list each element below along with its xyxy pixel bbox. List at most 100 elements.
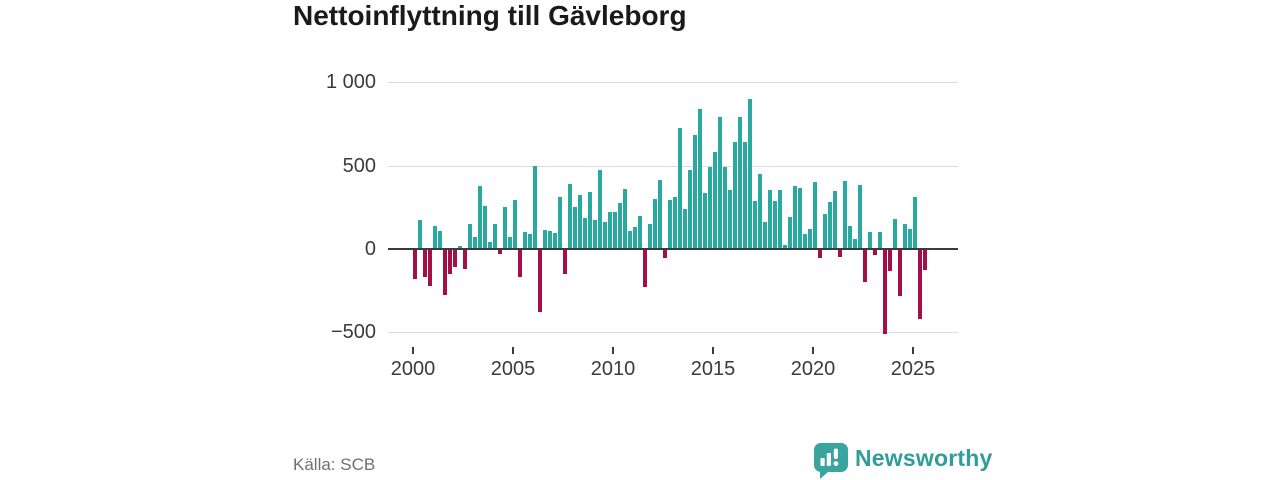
bar: [613, 211, 617, 249]
bar: [698, 109, 702, 249]
bar: [513, 199, 517, 249]
bar: [563, 249, 567, 274]
x-axis-label: 2000: [390, 358, 436, 380]
bar: [843, 180, 847, 249]
newsworthy-wordmark: Newsworthy: [855, 445, 993, 471]
bar: [453, 249, 457, 268]
bar: [448, 249, 452, 274]
bar: [723, 167, 727, 249]
bar: [488, 242, 492, 249]
bar: [783, 244, 787, 249]
bar: [648, 224, 652, 249]
bar: [443, 249, 447, 295]
bar: [598, 169, 602, 249]
bar: [573, 206, 577, 249]
bar: [498, 249, 502, 254]
bar: [518, 249, 522, 277]
bar: [578, 194, 582, 249]
x-axis-label: 2015: [690, 358, 736, 380]
y-axis-label: −500: [330, 321, 376, 344]
bar: [908, 229, 912, 249]
bar: [838, 249, 842, 257]
bar: [683, 209, 687, 249]
bar: [418, 219, 422, 249]
bar: [413, 249, 417, 279]
bar: [533, 165, 537, 249]
bar: [718, 117, 722, 249]
bar: [483, 205, 487, 249]
page-title: Nettoinflyttning till Gävleborg: [293, 0, 687, 31]
bar: [743, 141, 747, 249]
x-axis-tick: [712, 347, 714, 354]
bar: [793, 185, 797, 249]
x-axis-label: 2020: [790, 358, 836, 380]
x-axis-label: 2025: [890, 358, 936, 380]
bar: [733, 142, 737, 249]
bar: [918, 249, 922, 319]
bar: [623, 189, 627, 249]
bar: [688, 169, 692, 249]
bar: [478, 185, 482, 249]
bar: [463, 249, 467, 269]
bar: [678, 128, 682, 249]
bar: [468, 224, 472, 249]
bar: [583, 218, 587, 249]
x-axis-tick: [612, 347, 614, 354]
bar: [558, 196, 562, 249]
bar: [593, 219, 597, 249]
bar: [813, 182, 817, 249]
bar: [493, 224, 497, 249]
bar: [758, 174, 762, 249]
bar: [823, 214, 827, 249]
bar: [903, 224, 907, 249]
bar: [608, 211, 612, 249]
x-axis-tick: [412, 347, 414, 354]
y-axis-label: 500: [342, 154, 376, 177]
bar: [618, 203, 622, 249]
source-label: Källa: SCB: [293, 455, 376, 474]
bar: [508, 237, 512, 249]
bar: [763, 222, 767, 249]
newsworthy-logo: Newsworthy: [814, 443, 992, 479]
bar: [828, 201, 832, 249]
bar: [543, 229, 547, 249]
bar: [808, 229, 812, 249]
gridline: [388, 332, 958, 334]
bar: [748, 99, 752, 249]
bar: [898, 249, 902, 296]
y-axis-label: 1 000: [325, 71, 376, 94]
bar: [473, 236, 477, 249]
x-axis-tick: [912, 347, 914, 354]
bar: [728, 189, 732, 249]
bar: [638, 215, 642, 249]
x-axis-tick: [812, 347, 814, 354]
bar: [668, 199, 672, 249]
bar: [788, 216, 792, 249]
zero-line: [388, 248, 958, 250]
bar: [923, 249, 927, 270]
bar: [663, 249, 667, 259]
bar: [893, 219, 897, 249]
gridline: [388, 82, 958, 84]
bar: [768, 189, 772, 249]
x-axis-tick: [512, 347, 514, 354]
bar: [643, 249, 647, 288]
bar: [913, 197, 917, 249]
bar: [878, 232, 882, 249]
bar: [753, 200, 757, 249]
bar: [818, 249, 822, 259]
bar: [538, 249, 542, 313]
bar: [438, 230, 442, 249]
x-axis-label: 2010: [590, 358, 636, 380]
bar: [673, 197, 677, 249]
bar: [868, 232, 872, 249]
bar: [423, 249, 427, 278]
bar: [633, 226, 637, 249]
bar: [853, 239, 857, 249]
bar: [798, 188, 802, 249]
bar: [703, 193, 707, 249]
bar: [713, 152, 717, 249]
bar: [693, 134, 697, 249]
bar: [778, 189, 782, 249]
